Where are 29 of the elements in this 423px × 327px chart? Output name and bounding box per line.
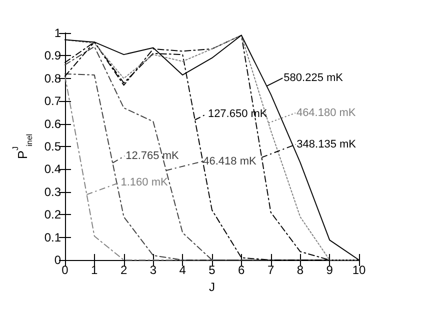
y-axis-title: PJinel bbox=[10, 134, 34, 160]
legend-label: 580.225 mK bbox=[284, 72, 344, 84]
y-tick-label: 0.5 bbox=[44, 140, 62, 154]
x-tick-label: 2 bbox=[120, 263, 128, 277]
y-tick-label: 0.3 bbox=[44, 184, 62, 199]
x-tick-label: 10 bbox=[352, 263, 366, 277]
y-tick-label: 0.4 bbox=[44, 162, 62, 176]
x-tick-label: 8 bbox=[296, 263, 304, 277]
x-tick-label: 1 bbox=[91, 263, 98, 277]
y-tick-label: 0.7 bbox=[44, 94, 62, 108]
y-tick-label: 0.9 bbox=[44, 48, 62, 63]
y-tick-label: 1 bbox=[54, 26, 62, 40]
x-tick-label: 4 bbox=[179, 263, 186, 277]
x-tick-label: 6 bbox=[238, 263, 246, 277]
legend-label: 12.765 mK bbox=[126, 150, 180, 162]
legend-label: 464.180 mK bbox=[296, 106, 356, 119]
legend-label: 348.135 mK bbox=[296, 138, 357, 150]
x-axis-title: J bbox=[209, 280, 215, 294]
y-tick-label: 0.8 bbox=[44, 71, 62, 86]
legend-label: 46.418 mK bbox=[203, 155, 257, 168]
x-tick-label: 5 bbox=[208, 263, 216, 277]
legend-label: 127.650 mK bbox=[208, 108, 268, 120]
x-tick-label: 9 bbox=[326, 263, 334, 277]
y-tick-label: 0.2 bbox=[44, 208, 62, 222]
y-tick-label: 0.6 bbox=[44, 116, 62, 131]
x-tick-label: 7 bbox=[267, 263, 274, 277]
x-tick-label: 3 bbox=[150, 263, 157, 277]
y-tick-label: 0.1 bbox=[44, 230, 62, 244]
legend-label: 1.160 mK bbox=[120, 176, 168, 189]
